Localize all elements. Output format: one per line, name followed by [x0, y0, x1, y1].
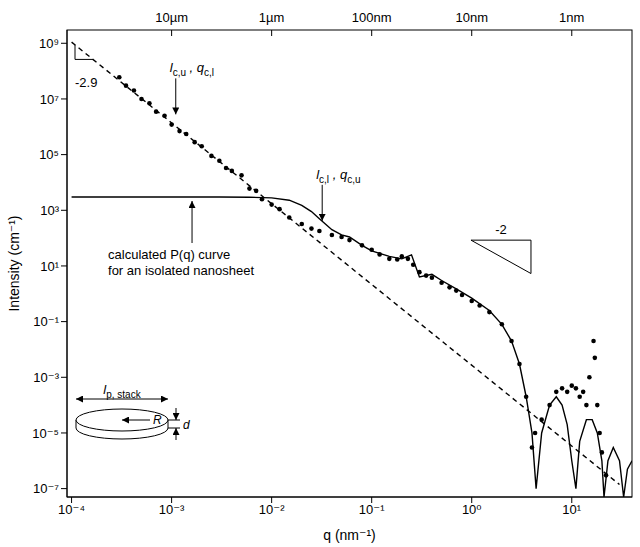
svg-text:10⁻³: 10⁻³ [159, 502, 185, 517]
svg-text:10⁻¹: 10⁻¹ [359, 502, 385, 517]
svg-text:lp, stack: lp, stack [103, 382, 141, 400]
svg-text:q (nm⁻¹): q (nm⁻¹) [323, 527, 376, 543]
svg-text:-2.9: -2.9 [75, 75, 97, 90]
svg-text:1µm: 1µm [259, 10, 285, 25]
svg-text:10⁻⁷: 10⁻⁷ [33, 481, 59, 496]
svg-text:10⁰: 10⁰ [462, 502, 482, 517]
svg-text:10¹: 10¹ [40, 259, 59, 274]
svg-text:10⁻⁴: 10⁻⁴ [58, 502, 85, 517]
svg-text:10⁹: 10⁹ [39, 36, 59, 51]
svg-text:1nm: 1nm [559, 10, 584, 25]
svg-text:10nm: 10nm [455, 10, 488, 25]
svg-text:lc,l , qc,u: lc,l , qc,u [316, 167, 360, 185]
svg-text:10µm: 10µm [155, 10, 188, 25]
svg-text:10⁵: 10⁵ [39, 147, 59, 162]
svg-text:-2: -2 [495, 222, 507, 237]
svg-text:lc,u , qc,l: lc,u , qc,l [170, 60, 214, 78]
svg-text:Intensity (cm⁻¹): Intensity (cm⁻¹) [6, 215, 22, 311]
svg-text:for an isolated nanosheet: for an isolated nanosheet [108, 263, 254, 278]
svg-text:100nm: 100nm [352, 10, 392, 25]
svg-text:d: d [183, 418, 190, 432]
svg-text:R: R [153, 413, 162, 427]
svg-text:10⁻¹: 10⁻¹ [33, 314, 59, 329]
svg-text:10⁷: 10⁷ [40, 92, 59, 107]
svg-text:10³: 10³ [40, 203, 59, 218]
svg-text:10¹: 10¹ [562, 502, 581, 517]
svg-text:10⁻²: 10⁻² [259, 502, 285, 517]
svg-text:calculated P(q) curve: calculated P(q) curve [108, 247, 230, 262]
svg-text:10⁻⁵: 10⁻⁵ [32, 426, 59, 441]
svg-text:10⁻³: 10⁻³ [33, 370, 59, 385]
